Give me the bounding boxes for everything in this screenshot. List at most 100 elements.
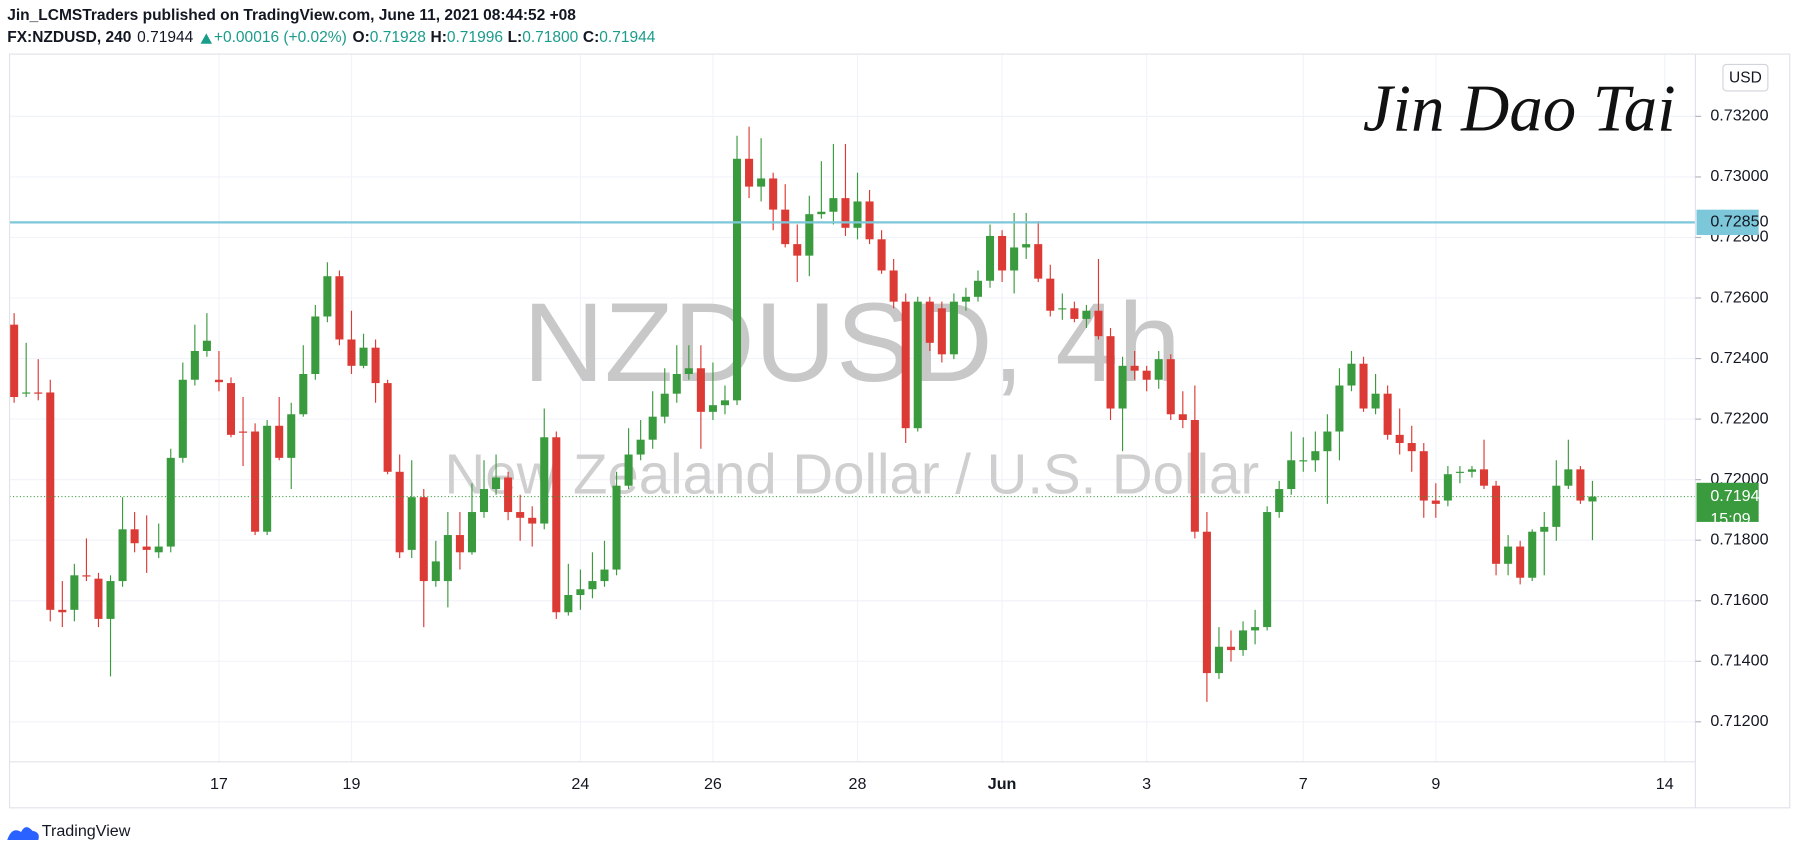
candle-body bbox=[841, 198, 850, 228]
price-line-label: 0.72850 bbox=[1710, 213, 1768, 231]
candle-body bbox=[166, 457, 175, 547]
frame bbox=[8, 53, 1791, 809]
candle-body bbox=[1299, 460, 1308, 462]
candle-body bbox=[142, 546, 151, 550]
candle-body bbox=[1407, 443, 1416, 452]
candle-body bbox=[1431, 500, 1440, 504]
candle-body bbox=[913, 301, 922, 429]
candle-body bbox=[467, 512, 476, 553]
price-line-label-box bbox=[1696, 209, 1759, 235]
candle-body bbox=[443, 535, 452, 582]
candle-body bbox=[1371, 393, 1380, 409]
candle-body bbox=[937, 308, 946, 355]
candle-body bbox=[949, 301, 958, 355]
candle-body bbox=[1455, 471, 1464, 473]
candle-body bbox=[251, 431, 260, 532]
axes: 0.712000.714000.716000.718000.720000.722… bbox=[210, 107, 1769, 793]
candle-body bbox=[1046, 278, 1055, 311]
candle-body bbox=[1166, 359, 1175, 415]
candle-body bbox=[323, 276, 332, 317]
candle-body bbox=[1443, 474, 1452, 501]
candle-body bbox=[961, 296, 970, 302]
candle-body bbox=[1094, 310, 1103, 337]
candle-body bbox=[130, 529, 139, 544]
candle-body bbox=[34, 392, 43, 394]
y-tick-label: 0.71200 bbox=[1710, 712, 1768, 730]
candle-body bbox=[1479, 469, 1489, 486]
candle-body bbox=[214, 379, 223, 383]
candle-body bbox=[973, 280, 983, 297]
candle-body bbox=[1263, 512, 1272, 628]
candle-body bbox=[1070, 308, 1079, 319]
candle-body bbox=[1504, 546, 1513, 564]
candle-body bbox=[311, 316, 320, 375]
candle-body bbox=[202, 340, 211, 351]
candle-body bbox=[564, 594, 573, 613]
open-value: 0.71928 bbox=[370, 29, 426, 46]
x-tick-label: Jun bbox=[988, 775, 1017, 793]
candle-body bbox=[1034, 244, 1043, 279]
low-label: L: bbox=[508, 29, 523, 46]
candle-body bbox=[335, 276, 344, 340]
x-tick-label: 3 bbox=[1142, 775, 1151, 793]
y-tick-label: 0.72400 bbox=[1710, 349, 1768, 367]
candle-body bbox=[1287, 460, 1296, 490]
candle-body bbox=[106, 581, 115, 619]
y-tick-label: 0.72200 bbox=[1710, 409, 1768, 427]
candle-body bbox=[1467, 469, 1476, 472]
y-tick-label: 0.71600 bbox=[1710, 591, 1768, 609]
currency: USD bbox=[1729, 69, 1762, 86]
candle-body bbox=[1226, 646, 1236, 651]
candle-body bbox=[877, 239, 886, 271]
candle-body bbox=[781, 209, 790, 245]
plot bbox=[9, 126, 1696, 702]
candle-body bbox=[612, 485, 621, 570]
candle-body bbox=[1010, 247, 1019, 271]
candle-body bbox=[504, 477, 513, 513]
candle-body bbox=[829, 198, 838, 212]
candle-body bbox=[901, 301, 910, 429]
candle-body bbox=[431, 561, 440, 582]
candle-body bbox=[419, 497, 428, 582]
close-value: 0.71944 bbox=[599, 29, 655, 46]
x-tick-label: 7 bbox=[1299, 775, 1308, 793]
candle-body bbox=[479, 489, 489, 513]
candle-body bbox=[696, 368, 705, 412]
candle-body bbox=[1239, 630, 1248, 651]
y-tick-label: 0.71800 bbox=[1710, 530, 1768, 548]
candle-body bbox=[1395, 434, 1404, 444]
candle-body bbox=[1347, 363, 1356, 386]
change: +0.00016 (+0.02%) bbox=[214, 29, 347, 46]
candle-body bbox=[1058, 308, 1067, 310]
candle-body bbox=[154, 546, 163, 553]
publish-line: Jin_LCMSTraders published on TradingView… bbox=[7, 7, 576, 24]
candle-body bbox=[1552, 485, 1561, 527]
candle-body bbox=[1106, 336, 1115, 409]
up-triangle bbox=[200, 33, 213, 44]
candle-body bbox=[998, 235, 1007, 271]
logo-cloud bbox=[7, 827, 39, 841]
candle-body bbox=[226, 383, 236, 435]
candle-body bbox=[853, 201, 862, 228]
candle-body bbox=[359, 347, 368, 366]
candle-body bbox=[552, 437, 561, 613]
candle-body bbox=[1142, 370, 1151, 380]
candle-body bbox=[58, 609, 67, 613]
y-tick-label: 0.71400 bbox=[1710, 652, 1768, 670]
watermark-subtitle: New Zealand Dollar / U.S. Dollar bbox=[445, 443, 1260, 506]
x-tick-label: 28 bbox=[849, 775, 867, 793]
candle-body bbox=[684, 368, 693, 375]
footer-brand: TradingView bbox=[42, 822, 131, 840]
x-tick-label: 17 bbox=[210, 775, 228, 793]
candle-body bbox=[769, 178, 778, 210]
candle-body bbox=[986, 235, 995, 281]
candle-body bbox=[239, 431, 248, 433]
candle-body bbox=[190, 350, 199, 380]
low-value: 0.71800 bbox=[522, 29, 578, 46]
candle-body bbox=[1528, 531, 1537, 578]
candle-body bbox=[1214, 646, 1223, 674]
grid bbox=[9, 54, 1696, 762]
candle-body bbox=[1082, 310, 1091, 319]
candle-body bbox=[263, 425, 272, 532]
